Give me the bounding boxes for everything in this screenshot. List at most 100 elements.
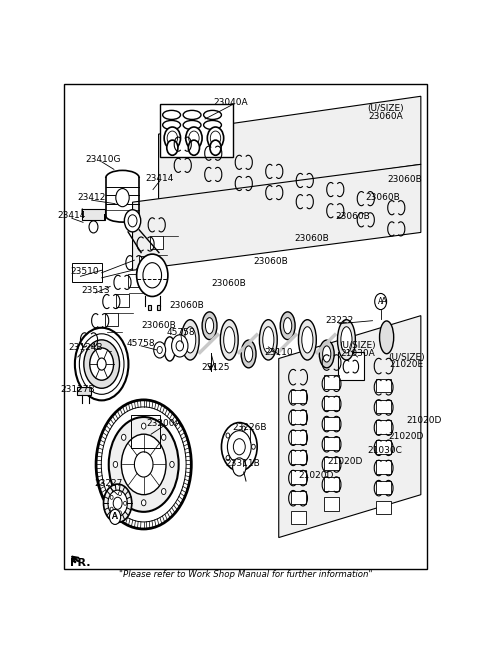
Text: 21030A: 21030A [340,349,375,358]
Bar [290,390,305,403]
Bar [376,400,391,413]
Text: 23060B: 23060B [141,321,176,330]
Text: (U/SIZE): (U/SIZE) [388,352,425,362]
Circle shape [104,484,132,523]
Circle shape [210,131,221,145]
Text: 23513: 23513 [81,286,109,295]
Circle shape [170,461,174,468]
Bar [290,410,305,424]
Text: 23127B: 23127B [60,384,95,394]
Ellipse shape [284,318,292,334]
Ellipse shape [380,321,394,354]
Bar [83,352,96,364]
Polygon shape [279,316,421,538]
Ellipse shape [164,337,175,361]
Ellipse shape [263,327,274,353]
Circle shape [121,489,126,495]
Text: (U/SIZE): (U/SIZE) [367,104,404,113]
Circle shape [124,501,127,505]
Text: 45758: 45758 [167,328,195,337]
Bar [116,294,129,307]
Circle shape [242,426,246,431]
Text: 23060B: 23060B [169,301,204,310]
Text: 23110: 23110 [264,348,293,357]
Circle shape [252,444,255,449]
Ellipse shape [163,121,180,130]
Ellipse shape [299,320,316,360]
Bar [290,450,305,464]
Circle shape [242,462,246,468]
Circle shape [226,455,230,460]
Circle shape [90,348,114,380]
Text: 21020D: 21020D [388,432,423,441]
Circle shape [110,495,113,499]
Text: 21020D: 21020D [328,457,363,466]
Bar [376,420,391,434]
Ellipse shape [302,327,313,353]
Circle shape [96,400,192,529]
Bar [324,437,339,450]
Circle shape [121,434,126,440]
Text: 23410G: 23410G [85,155,120,164]
Ellipse shape [319,340,334,368]
Bar [105,313,118,326]
Ellipse shape [181,320,199,360]
Ellipse shape [220,320,238,360]
Text: 23227: 23227 [94,479,122,488]
Ellipse shape [280,312,295,339]
Bar [324,497,339,511]
Text: 21030C: 21030C [367,446,402,455]
Circle shape [142,500,146,506]
Circle shape [167,140,178,155]
Text: 23060B: 23060B [253,257,288,266]
Text: 23060B: 23060B [294,234,329,244]
Ellipse shape [183,111,201,119]
Ellipse shape [244,346,252,362]
Text: 23125: 23125 [201,363,230,372]
Text: 23040A: 23040A [214,98,249,107]
Bar [72,263,102,282]
Bar [290,491,305,504]
Circle shape [101,407,186,522]
Circle shape [137,254,168,297]
Circle shape [233,439,245,455]
Bar [139,255,152,269]
Text: 23510: 23510 [71,267,99,276]
Ellipse shape [224,327,235,353]
Ellipse shape [323,346,331,362]
Bar [376,460,391,474]
Bar [324,375,339,389]
Bar [160,104,233,157]
Text: A: A [381,297,387,306]
Circle shape [75,328,129,400]
Circle shape [119,511,121,515]
Circle shape [375,293,386,310]
Circle shape [189,131,199,145]
Ellipse shape [337,320,355,360]
Bar [290,470,305,484]
Circle shape [186,127,202,149]
Bar [94,332,107,345]
Text: A: A [112,512,118,521]
Bar [324,477,339,491]
Circle shape [207,127,224,149]
Text: 21020D: 21020D [406,415,441,424]
Circle shape [161,434,166,440]
Polygon shape [158,96,421,202]
Bar [376,379,391,392]
Circle shape [109,417,179,512]
Bar [131,415,160,448]
Text: 23060B: 23060B [335,212,370,221]
Text: FR.: FR. [70,558,91,568]
Circle shape [108,490,127,516]
Text: "Please refer to Work Shop Manual for further information": "Please refer to Work Shop Manual for fu… [119,571,373,580]
Bar [156,305,160,310]
Circle shape [128,215,137,227]
Circle shape [154,342,166,358]
Circle shape [157,346,162,354]
Bar [376,440,391,454]
Ellipse shape [205,318,214,334]
Text: 23226B: 23226B [232,423,267,432]
Ellipse shape [185,327,196,353]
Text: 23060B: 23060B [211,279,246,288]
